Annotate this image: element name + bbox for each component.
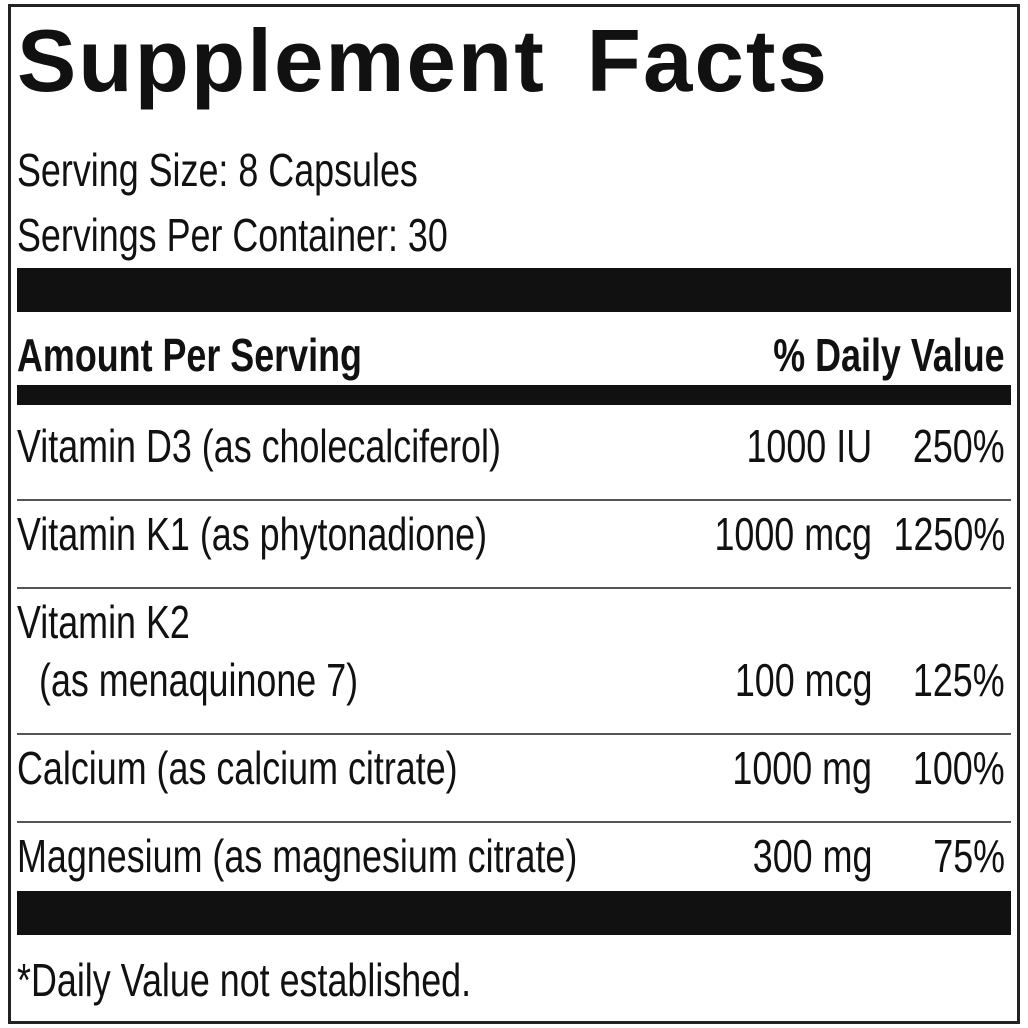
nutrient-name: Calcium (as calcium citrate) bbox=[17, 745, 582, 791]
nutrient-daily-value: 125% bbox=[887, 657, 1005, 703]
nutrient-daily-value-text: 100% bbox=[913, 742, 1005, 794]
nutrient-name-text: Vitamin K1 (as phytonadione) bbox=[17, 508, 488, 560]
nutrient-name: (as menaquinone 7) bbox=[39, 657, 448, 703]
nutrient-amount: 1000 mg bbox=[693, 745, 872, 791]
row-separator bbox=[17, 499, 1011, 501]
nutrient-daily-value: 1250% bbox=[862, 511, 1005, 557]
nutrient-name: Magnesium (as magnesium citrate) bbox=[17, 833, 735, 879]
title: Supplement Facts bbox=[17, 11, 829, 110]
row-separator bbox=[17, 587, 1011, 589]
nutrient-name-text: Calcium (as calcium citrate) bbox=[17, 742, 458, 794]
nutrient-daily-value-text: 75% bbox=[933, 830, 1005, 882]
nutrient-amount: 1000 IU bbox=[711, 423, 872, 469]
supplement-facts-label: Supplement Facts Serving Size: 8 Capsule… bbox=[8, 4, 1020, 1024]
nutrient-amount: 300 mg bbox=[719, 833, 872, 879]
nutrient-name-text: Vitamin K2 bbox=[17, 596, 190, 648]
nutrient-daily-value: 250% bbox=[887, 423, 1005, 469]
thick-bar bbox=[17, 891, 1011, 935]
serving-size: Serving Size: 8 Capsules bbox=[17, 144, 418, 196]
nutrient-amount-text: 1000 mcg bbox=[714, 508, 872, 560]
nutrient-amount-text: 1000 IU bbox=[746, 420, 872, 472]
nutrient-name: Vitamin D3 (as cholecalciferol) bbox=[17, 423, 637, 469]
nutrient-daily-value: 100% bbox=[887, 745, 1005, 791]
nutrient-daily-value-text: 1250% bbox=[893, 508, 1005, 560]
footnote: *Daily Value not established. bbox=[17, 954, 472, 1006]
medium-bar bbox=[17, 385, 1011, 405]
nutrient-amount: 1000 mcg bbox=[670, 511, 872, 557]
nutrient-amount: 100 mcg bbox=[696, 657, 872, 703]
nutrient-amount-text: 100 mcg bbox=[734, 654, 872, 706]
nutrient-daily-value: 75% bbox=[913, 833, 1005, 879]
row-separator bbox=[17, 733, 1011, 735]
nutrient-amount-text: 1000 mg bbox=[732, 742, 872, 794]
daily-value-header: % Daily Value bbox=[773, 329, 1005, 381]
nutrient-name-text: (as menaquinone 7) bbox=[39, 654, 359, 706]
nutrient-daily-value-text: 125% bbox=[913, 654, 1005, 706]
nutrient-name: Vitamin K2 bbox=[17, 599, 239, 645]
nutrient-daily-value-text: 250% bbox=[913, 420, 1005, 472]
amount-header: Amount Per Serving bbox=[17, 329, 362, 381]
nutrient-name-text: Vitamin D3 (as cholecalciferol) bbox=[17, 420, 501, 472]
row-separator bbox=[17, 821, 1011, 823]
nutrient-amount-text: 300 mg bbox=[752, 830, 872, 882]
nutrient-name: Vitamin K1 (as phytonadione) bbox=[17, 511, 620, 557]
nutrient-name-text: Magnesium (as magnesium citrate) bbox=[17, 830, 578, 882]
servings-per-container: Servings Per Container: 30 bbox=[17, 209, 448, 261]
thick-bar bbox=[17, 268, 1011, 312]
